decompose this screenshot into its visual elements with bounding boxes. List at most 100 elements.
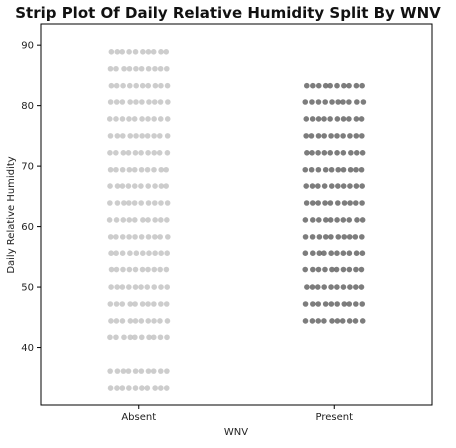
data-point-present bbox=[321, 284, 327, 290]
data-point-absent bbox=[158, 49, 164, 55]
data-point-absent bbox=[150, 368, 157, 374]
data-point-absent bbox=[164, 82, 171, 89]
y-tick-label: 90 bbox=[21, 41, 34, 52]
data-point-absent bbox=[132, 385, 139, 391]
data-point-absent bbox=[127, 334, 134, 341]
data-point-absent bbox=[113, 166, 119, 173]
data-point-present bbox=[315, 301, 322, 307]
data-point-absent bbox=[163, 266, 170, 273]
data-point-present bbox=[328, 284, 334, 290]
data-point-absent bbox=[138, 183, 144, 189]
data-point-present bbox=[335, 166, 342, 173]
data-point-present bbox=[353, 284, 359, 290]
data-point-absent bbox=[119, 183, 126, 189]
data-point-absent bbox=[114, 385, 120, 391]
data-point-present bbox=[335, 200, 341, 206]
data-point-absent bbox=[157, 99, 164, 105]
data-point-absent bbox=[121, 65, 127, 72]
data-point-absent bbox=[165, 99, 171, 105]
data-point-absent bbox=[145, 150, 151, 156]
data-point-absent bbox=[158, 385, 164, 391]
data-point-absent bbox=[108, 284, 114, 290]
data-point-absent bbox=[157, 334, 164, 341]
data-point-present bbox=[347, 133, 353, 139]
data-point-present bbox=[340, 250, 347, 256]
data-point-absent bbox=[132, 49, 139, 55]
y-tick-label: 40 bbox=[21, 343, 34, 354]
data-point-present bbox=[359, 200, 365, 206]
data-point-absent bbox=[113, 301, 120, 307]
data-point-present bbox=[310, 82, 316, 89]
data-point-absent bbox=[107, 166, 114, 173]
data-point-absent bbox=[126, 266, 133, 273]
data-point-present bbox=[328, 234, 334, 240]
x-tick-label: Absent bbox=[121, 412, 156, 423]
data-point-absent bbox=[157, 234, 163, 240]
data-point-absent bbox=[163, 183, 169, 189]
data-point-absent bbox=[151, 166, 157, 173]
data-point-absent bbox=[164, 250, 170, 256]
data-point-absent bbox=[150, 334, 157, 341]
data-point-absent bbox=[144, 133, 151, 139]
data-point-absent bbox=[126, 385, 132, 391]
data-point-present bbox=[321, 116, 327, 122]
data-point-absent bbox=[139, 133, 145, 139]
data-point-present bbox=[348, 150, 354, 156]
data-point-absent bbox=[119, 166, 126, 173]
data-point-present bbox=[309, 150, 315, 156]
data-point-absent bbox=[157, 65, 164, 72]
data-point-absent bbox=[151, 284, 158, 290]
data-point-present bbox=[341, 200, 348, 206]
data-point-present bbox=[346, 82, 352, 89]
data-point-absent bbox=[163, 65, 170, 72]
data-point-absent bbox=[151, 99, 158, 105]
data-point-absent bbox=[151, 116, 157, 122]
data-point-present bbox=[334, 250, 340, 256]
data-point-present bbox=[314, 284, 321, 290]
data-point-present bbox=[346, 99, 352, 105]
data-point-absent bbox=[119, 234, 126, 240]
data-point-present bbox=[347, 183, 353, 189]
data-point-absent bbox=[164, 200, 171, 206]
data-point-present bbox=[302, 318, 309, 324]
data-point-absent bbox=[138, 284, 144, 290]
data-point-absent bbox=[145, 116, 151, 122]
data-point-present bbox=[322, 266, 328, 273]
data-point-present bbox=[322, 82, 329, 89]
data-point-present bbox=[335, 183, 341, 189]
data-point-present bbox=[358, 284, 365, 290]
data-point-absent bbox=[126, 116, 132, 122]
data-point-present bbox=[302, 301, 309, 307]
x-tick-label: Present bbox=[315, 412, 353, 423]
y-tick-label: 60 bbox=[21, 222, 34, 233]
data-point-present bbox=[340, 133, 346, 139]
data-point-absent bbox=[120, 217, 127, 223]
data-point-present bbox=[340, 266, 347, 273]
data-point-absent bbox=[113, 318, 120, 324]
data-point-absent bbox=[140, 217, 146, 223]
data-point-absent bbox=[152, 234, 158, 240]
data-point-absent bbox=[131, 200, 138, 206]
data-point-absent bbox=[145, 368, 152, 374]
data-point-present bbox=[302, 217, 309, 223]
data-point-absent bbox=[113, 266, 120, 273]
data-point-present bbox=[353, 133, 360, 139]
data-point-present bbox=[340, 150, 347, 156]
data-point-absent bbox=[132, 334, 138, 341]
data-point-absent bbox=[107, 301, 114, 307]
data-point-absent bbox=[119, 385, 126, 391]
data-point-present bbox=[341, 82, 347, 89]
data-point-present bbox=[309, 318, 316, 324]
data-point-present bbox=[359, 318, 366, 324]
data-point-absent bbox=[119, 284, 126, 290]
y-axis-label: Daily Relative Humidity bbox=[6, 156, 17, 273]
data-point-absent bbox=[151, 301, 157, 307]
data-point-present bbox=[358, 266, 365, 273]
data-point-present bbox=[315, 266, 322, 273]
data-point-absent bbox=[107, 200, 113, 206]
data-point-present bbox=[353, 116, 360, 122]
data-point-absent bbox=[139, 301, 146, 307]
data-point-absent bbox=[163, 49, 170, 55]
data-point-present bbox=[341, 234, 348, 240]
